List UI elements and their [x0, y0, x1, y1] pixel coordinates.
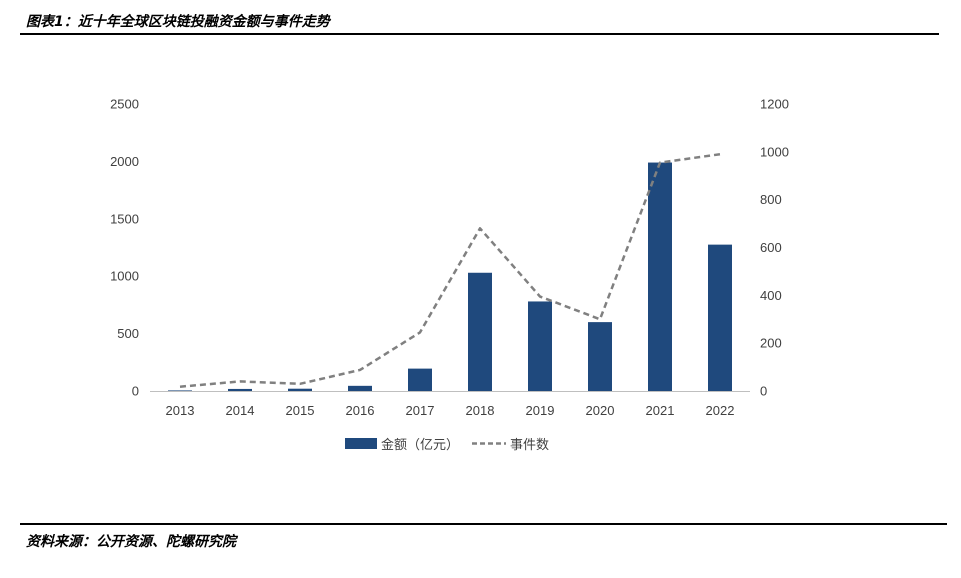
y-right-tick-label: 400 [760, 288, 782, 303]
y-right-tick-label: 800 [760, 192, 782, 207]
bottom-rule [20, 523, 947, 525]
legend-bar-swatch [345, 438, 377, 449]
bar-2014 [228, 388, 252, 391]
x-tick-label: 2022 [706, 403, 735, 418]
y-right-tick-label: 1000 [760, 144, 789, 159]
y-right-tick-label: 200 [760, 336, 782, 351]
x-tick-label: 2015 [286, 403, 315, 418]
y-left-tick-label: 1000 [110, 269, 139, 284]
y-left-tick-label: 2500 [110, 97, 139, 112]
y-left-tick-label: 0 [132, 384, 139, 399]
y-right-tick-label: 1200 [760, 97, 789, 112]
x-tick-label: 2014 [226, 403, 255, 418]
line-series-events [179, 152, 721, 388]
figure-title: 图表1：近十年全球区块链投融资金额与事件走势 [26, 14, 330, 30]
x-tick-label: 2020 [586, 403, 615, 418]
bar-2019 [528, 301, 552, 391]
y-left-tick-label: 1500 [110, 211, 139, 226]
bar-2021 [648, 162, 672, 391]
legend-line-label: 事件数 [510, 438, 549, 453]
x-tick-label: 2013 [166, 403, 195, 418]
x-tick-label: 2016 [346, 403, 375, 418]
bar-2013 [168, 390, 192, 391]
bar-2022 [708, 244, 732, 391]
x-tick-label: 2017 [406, 403, 435, 418]
top-rule [20, 33, 939, 35]
legend-bar-label: 金额（亿元） [381, 437, 459, 453]
x-tick-label: 2021 [646, 403, 675, 418]
x-tick-label: 2018 [466, 403, 495, 418]
bar-2020 [588, 322, 612, 391]
bar-2016 [348, 385, 372, 391]
y-right-tick-label: 0 [760, 384, 767, 399]
y-left-tick-label: 2000 [110, 154, 139, 169]
bar-2018 [468, 272, 492, 391]
y-right-tick-label: 600 [760, 240, 782, 255]
x-tick-label: 2019 [526, 403, 555, 418]
bar-2017 [408, 368, 432, 391]
y-left-tick-label: 500 [117, 326, 139, 341]
source-note: 资料来源：公开资源、陀螺研究院 [26, 534, 236, 550]
bar-2015 [288, 388, 312, 391]
